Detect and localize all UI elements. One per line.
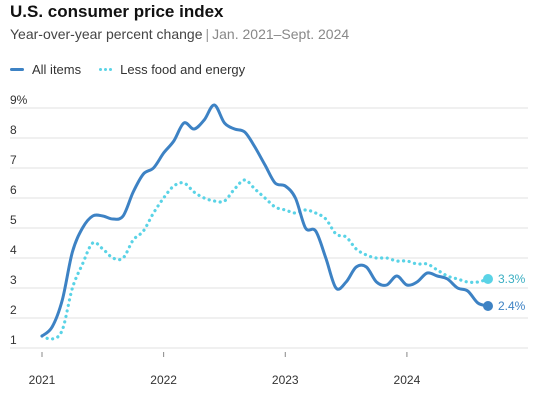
y-tick-label: 2	[10, 303, 17, 317]
legend-swatch-dotted	[99, 68, 113, 71]
x-tick-label: 2024	[394, 373, 421, 387]
y-tick-label: 3	[10, 273, 17, 287]
y-tick-label: 5	[10, 213, 17, 227]
legend-item-core: Less food and energy	[99, 62, 245, 77]
series-line-all-items	[40, 103, 490, 338]
subtitle-range: Jan. 2021–Sept. 2024	[212, 26, 350, 42]
subtitle-text: Year-over-year percent change	[10, 26, 203, 42]
chart-title: U.S. consumer price index	[10, 2, 224, 21]
legend-label-core: Less food and energy	[120, 62, 246, 77]
chart-legend: All items Less food and energy	[10, 62, 263, 77]
chart-subtitle: Year-over-year percent change | Jan. 2021–…	[10, 26, 349, 42]
legend-item-all-items: All items	[10, 62, 81, 77]
legend-swatch-solid	[10, 68, 24, 71]
x-tick-label: 2021	[29, 373, 56, 387]
end-label-less-food-and-energy: 3.3%	[498, 272, 526, 286]
legend-label-all-items: All items	[32, 62, 82, 77]
y-tick-label: 8	[10, 123, 17, 137]
y-tick-label: 7	[10, 153, 17, 167]
y-tick-label: 9%	[10, 93, 28, 107]
x-tick-label: 2023	[272, 373, 299, 387]
y-tick-label: 6	[10, 183, 17, 197]
end-label-all-items: 2.4%	[498, 299, 526, 313]
x-tick-label: 2022	[150, 373, 177, 387]
y-tick-label: 1	[10, 333, 17, 347]
end-marker-less-food-and-energy	[483, 274, 493, 284]
end-marker-all-items	[483, 301, 493, 311]
y-tick-label: 4	[10, 243, 17, 257]
subtitle-separator: |	[205, 26, 210, 42]
series-line-less-food-and-energy	[40, 178, 490, 341]
